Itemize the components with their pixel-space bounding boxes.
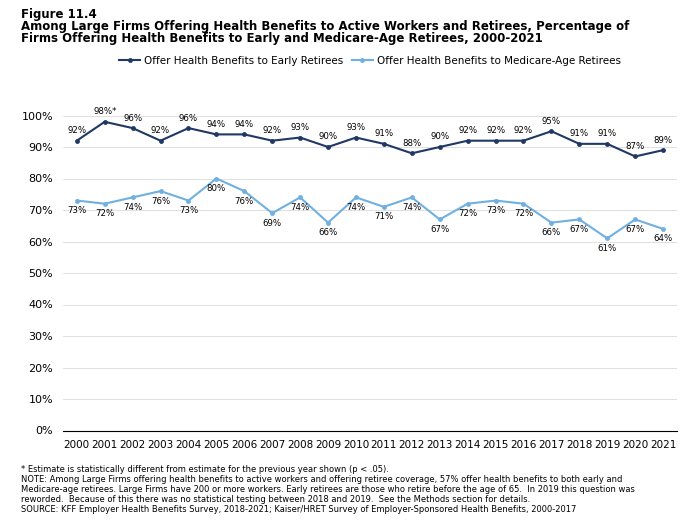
- Offer Health Benefits to Early Retirees: [463, 138, 472, 144]
- Offer Health Benefits to Early Retirees: [575, 141, 584, 147]
- Offer Health Benefits to Medicare-Age Retirees: [156, 188, 165, 194]
- Offer Health Benefits to Medicare-Age Retirees: [575, 216, 584, 223]
- Text: 73%: 73%: [179, 206, 198, 215]
- Offer Health Benefits to Medicare-Age Retirees: [380, 204, 388, 210]
- Text: Firms Offering Health Benefits to Early and Medicare-Age Retirees, 2000-2021: Firms Offering Health Benefits to Early …: [21, 32, 542, 45]
- Text: 74%: 74%: [402, 203, 422, 212]
- Offer Health Benefits to Medicare-Age Retirees: [101, 201, 109, 207]
- Offer Health Benefits to Early Retirees: [491, 138, 500, 144]
- Offer Health Benefits to Medicare-Age Retirees: [268, 210, 276, 216]
- Line: Offer Health Benefits to Medicare-Age Retirees: Offer Health Benefits to Medicare-Age Re…: [75, 176, 665, 241]
- Text: 74%: 74%: [123, 203, 142, 212]
- Offer Health Benefits to Early Retirees: [212, 131, 221, 138]
- Line: Offer Health Benefits to Early Retirees: Offer Health Benefits to Early Retirees: [75, 119, 665, 159]
- Text: Medicare-age retirees. Large Firms have 200 or more workers. Early retirees are : Medicare-age retirees. Large Firms have …: [21, 485, 634, 494]
- Text: 94%: 94%: [235, 120, 254, 129]
- Text: 89%: 89%: [653, 135, 673, 144]
- Text: SOURCE: KFF Employer Health Benefits Survey, 2018-2021; Kaiser/HRET Survey of Em: SOURCE: KFF Employer Health Benefits Sur…: [21, 505, 577, 513]
- Offer Health Benefits to Medicare-Age Retirees: [547, 219, 556, 226]
- Offer Health Benefits to Medicare-Age Retirees: [603, 235, 611, 242]
- Text: 92%: 92%: [151, 126, 170, 135]
- Offer Health Benefits to Early Retirees: [659, 147, 667, 153]
- Text: 66%: 66%: [542, 228, 561, 237]
- Offer Health Benefits to Medicare-Age Retirees: [352, 194, 360, 201]
- Text: 87%: 87%: [625, 142, 645, 151]
- Text: 92%: 92%: [486, 126, 505, 135]
- Offer Health Benefits to Medicare-Age Retirees: [491, 197, 500, 204]
- Offer Health Benefits to Medicare-Age Retirees: [184, 197, 193, 204]
- Text: 80%: 80%: [207, 184, 226, 193]
- Text: 69%: 69%: [262, 219, 282, 228]
- Text: 92%: 92%: [262, 126, 282, 135]
- Offer Health Benefits to Early Retirees: [380, 141, 388, 147]
- Offer Health Benefits to Medicare-Age Retirees: [212, 175, 221, 182]
- Text: 72%: 72%: [95, 209, 114, 218]
- Text: 66%: 66%: [318, 228, 338, 237]
- Text: 73%: 73%: [67, 206, 87, 215]
- Offer Health Benefits to Early Retirees: [352, 134, 360, 141]
- Text: Among Large Firms Offering Health Benefits to Active Workers and Retirees, Perce: Among Large Firms Offering Health Benefi…: [21, 20, 630, 33]
- Text: 74%: 74%: [290, 203, 310, 212]
- Text: 73%: 73%: [486, 206, 505, 215]
- Offer Health Benefits to Medicare-Age Retirees: [128, 194, 137, 201]
- Offer Health Benefits to Early Retirees: [631, 153, 639, 160]
- Text: 61%: 61%: [597, 244, 617, 253]
- Text: 76%: 76%: [235, 197, 254, 206]
- Offer Health Benefits to Early Retirees: [408, 150, 416, 156]
- Offer Health Benefits to Medicare-Age Retirees: [408, 194, 416, 201]
- Text: 96%: 96%: [179, 113, 198, 122]
- Text: 67%: 67%: [430, 225, 450, 234]
- Text: NOTE: Among Large Firms offering health benefits to active workers and offering : NOTE: Among Large Firms offering health …: [21, 475, 623, 484]
- Offer Health Benefits to Early Retirees: [128, 125, 137, 131]
- Offer Health Benefits to Medicare-Age Retirees: [240, 188, 248, 194]
- Text: 67%: 67%: [625, 225, 645, 234]
- Offer Health Benefits to Early Retirees: [296, 134, 304, 141]
- Text: 93%: 93%: [290, 123, 310, 132]
- Legend: Offer Health Benefits to Early Retirees, Offer Health Benefits to Medicare-Age R: Offer Health Benefits to Early Retirees,…: [115, 51, 625, 70]
- Text: 92%: 92%: [67, 126, 87, 135]
- Text: 91%: 91%: [570, 129, 589, 138]
- Text: 90%: 90%: [318, 132, 338, 141]
- Offer Health Benefits to Medicare-Age Retirees: [631, 216, 639, 223]
- Text: 72%: 72%: [458, 209, 477, 218]
- Text: 98%*: 98%*: [93, 107, 117, 116]
- Text: 88%: 88%: [402, 139, 422, 148]
- Offer Health Benefits to Early Retirees: [547, 128, 556, 134]
- Text: 71%: 71%: [374, 213, 394, 222]
- Offer Health Benefits to Early Retirees: [184, 125, 193, 131]
- Text: 67%: 67%: [570, 225, 589, 234]
- Text: 94%: 94%: [207, 120, 226, 129]
- Text: 96%: 96%: [123, 113, 142, 122]
- Offer Health Benefits to Early Retirees: [156, 138, 165, 144]
- Offer Health Benefits to Early Retirees: [436, 144, 444, 150]
- Text: * Estimate is statistically different from estimate for the previous year shown : * Estimate is statistically different fr…: [21, 465, 389, 474]
- Text: 76%: 76%: [151, 197, 170, 206]
- Text: 92%: 92%: [458, 126, 477, 135]
- Text: Figure 11.4: Figure 11.4: [21, 8, 97, 21]
- Text: 91%: 91%: [597, 129, 617, 138]
- Offer Health Benefits to Medicare-Age Retirees: [73, 197, 81, 204]
- Text: 64%: 64%: [653, 235, 673, 244]
- Offer Health Benefits to Early Retirees: [519, 138, 528, 144]
- Text: 91%: 91%: [374, 129, 394, 138]
- Text: 92%: 92%: [514, 126, 533, 135]
- Offer Health Benefits to Medicare-Age Retirees: [296, 194, 304, 201]
- Offer Health Benefits to Medicare-Age Retirees: [659, 226, 667, 232]
- Offer Health Benefits to Early Retirees: [603, 141, 611, 147]
- Offer Health Benefits to Early Retirees: [268, 138, 276, 144]
- Offer Health Benefits to Medicare-Age Retirees: [436, 216, 444, 223]
- Offer Health Benefits to Medicare-Age Retirees: [324, 219, 332, 226]
- Offer Health Benefits to Medicare-Age Retirees: [519, 201, 528, 207]
- Offer Health Benefits to Medicare-Age Retirees: [463, 201, 472, 207]
- Offer Health Benefits to Early Retirees: [324, 144, 332, 150]
- Text: 90%: 90%: [430, 132, 450, 141]
- Text: 72%: 72%: [514, 209, 533, 218]
- Text: 93%: 93%: [346, 123, 366, 132]
- Text: 74%: 74%: [346, 203, 366, 212]
- Text: reworded.  Because of this there was no statistical testing between 2018 and 201: reworded. Because of this there was no s…: [21, 495, 530, 503]
- Offer Health Benefits to Early Retirees: [101, 119, 109, 125]
- Text: 95%: 95%: [542, 117, 561, 125]
- Offer Health Benefits to Early Retirees: [73, 138, 81, 144]
- Offer Health Benefits to Early Retirees: [240, 131, 248, 138]
